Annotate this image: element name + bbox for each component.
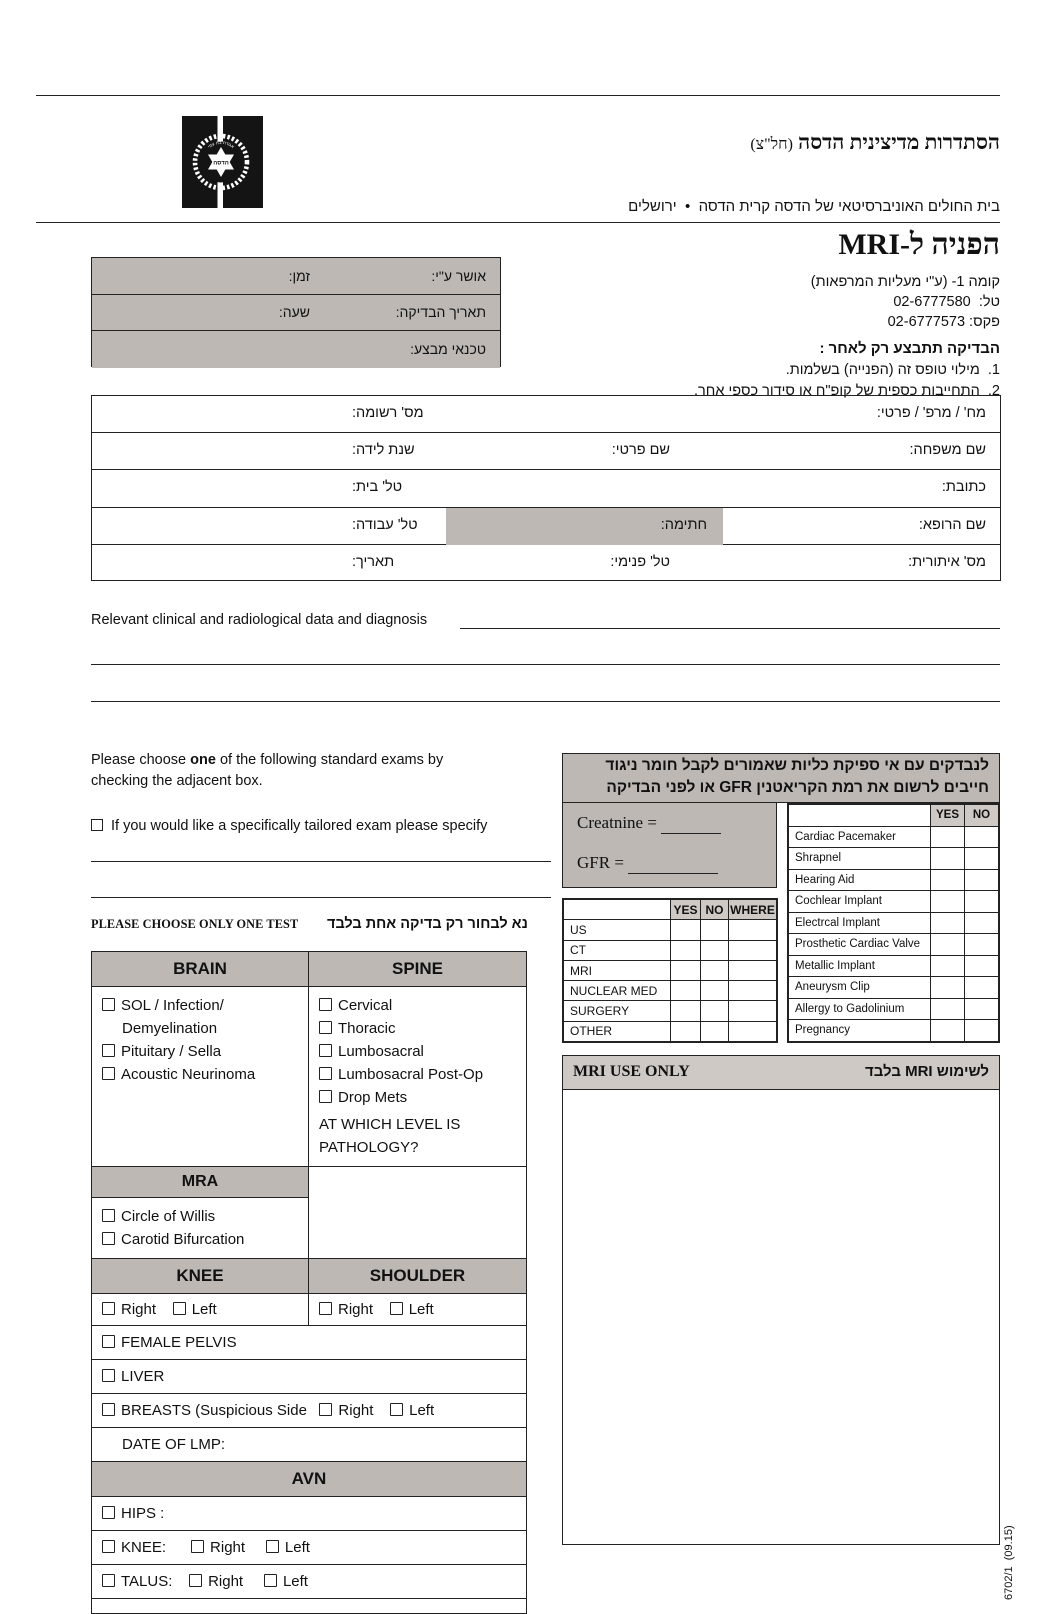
svg-text:הדסה: הדסה bbox=[213, 161, 229, 167]
